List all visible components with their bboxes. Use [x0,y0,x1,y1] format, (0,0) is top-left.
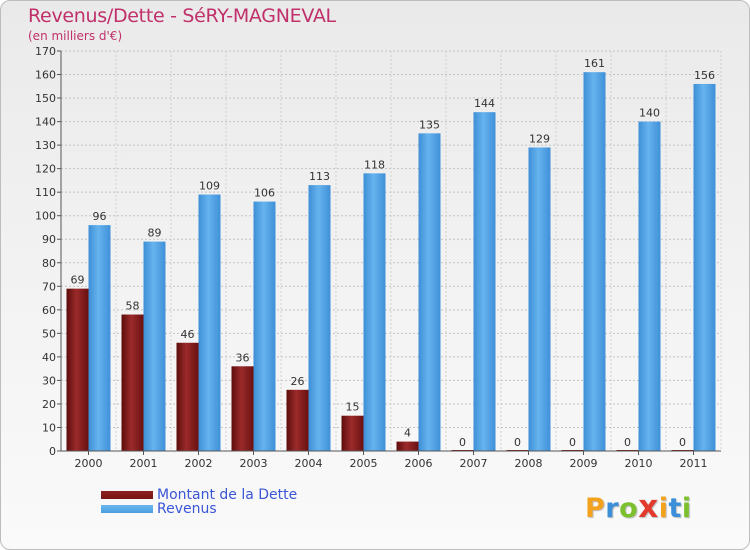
y-tick-label: 70 [42,280,56,293]
bar-revenus-2002 [198,194,221,451]
chart-title: Revenus/Dette - SéRY-MAGNEVAL [28,5,336,27]
y-tick-label: 120 [35,163,56,176]
value-label: 4 [404,427,411,440]
grid-lines [60,50,722,452]
bar-revenus-2000 [88,225,111,451]
value-label: 0 [624,436,631,449]
y-tick-label: 0 [49,445,56,458]
bar-debt-2004 [286,389,309,451]
value-label: 46 [181,328,195,341]
value-label: 135 [419,118,440,131]
legend-swatch-revenus [101,505,153,513]
x-tick-label: 2003 [240,457,268,470]
bar-revenus-2005 [363,173,386,451]
proxiti-logo: Proxiti [585,489,692,525]
y-tick-label: 130 [35,139,56,152]
value-label: 26 [291,375,305,388]
y-tick-label: 20 [42,398,56,411]
value-label: 96 [93,210,107,223]
x-tick-label: 2006 [405,457,433,470]
x-tick-label: 2010 [625,457,653,470]
y-tick-label: 170 [35,45,56,58]
value-label: 0 [514,436,521,449]
bar-debt-2003 [231,366,254,451]
chart-subtitle: (en milliers d'€) [28,29,123,43]
y-tick-label: 30 [42,374,56,387]
value-label: 0 [679,436,686,449]
bar-revenus-2009 [583,72,606,452]
bar-revenus-2011 [693,83,716,452]
bar-revenus-2003 [253,201,276,451]
value-label: 109 [199,180,220,193]
bar-revenus-2007 [473,112,496,452]
y-tick-label: 60 [42,304,56,317]
x-tick-label: 2000 [75,457,103,470]
logo-letter: P [585,493,606,524]
value-label: 0 [569,436,576,449]
value-label: 144 [474,97,495,110]
y-tick-label: 90 [42,233,56,246]
x-tick-label: 2011 [680,457,708,470]
bar-debt-2005 [341,415,364,451]
value-labels: 69 96 58 89 46 109 36 106 26 113 15 118 4 135 0 144 0 129… [71,57,716,449]
logo-letter: r [605,493,620,524]
legend-label-revenus: Revenus [157,501,217,517]
bars [66,72,716,452]
y-tick-label: 160 [35,69,56,82]
logo-letter: i [681,493,692,524]
legend-swatch-debt [101,491,153,499]
x-tick-label: 2004 [295,457,323,470]
x-tick-label: 2005 [350,457,378,470]
value-label: 129 [529,132,550,145]
logo-letter: i [658,493,669,524]
value-label: 106 [254,187,275,200]
value-label: 36 [236,351,250,364]
y-tick-label: 110 [35,186,56,199]
legend-label-debt: Montant de la Dette [157,487,298,503]
bar-debt-2001 [121,314,144,451]
bar-revenus-2004 [308,185,331,451]
axes: 0102030405060708090100110120130140150160… [35,45,721,470]
value-label: 156 [694,69,715,82]
value-label: 69 [71,274,85,287]
value-label: 161 [584,57,605,70]
x-tick-label: 2009 [570,457,598,470]
value-label: 89 [148,227,162,240]
value-label: 0 [459,436,466,449]
logo-letter: t [668,493,682,524]
value-label: 113 [309,170,330,183]
y-tick-label: 50 [42,327,56,340]
bar-debt-2000 [66,288,89,451]
x-tick-label: 2002 [185,457,213,470]
y-tick-label: 140 [35,116,56,129]
bar-revenus-2008 [528,147,551,451]
logo-letter: o [619,493,639,524]
y-tick-label: 10 [42,421,56,434]
bar-debt-2006 [396,441,419,451]
value-label: 118 [364,158,385,171]
bar-revenus-2001 [143,241,166,451]
bar-debt-2002 [176,342,199,451]
value-label: 140 [639,107,660,120]
value-label: 15 [346,401,360,414]
y-tick-label: 150 [35,92,56,105]
logo-letter: x [638,489,659,525]
bar-revenus-2010 [638,121,661,452]
y-tick-label: 80 [42,257,56,270]
x-tick-label: 2001 [130,457,158,470]
x-tick-label: 2008 [515,457,543,470]
x-tick-label: 2007 [460,457,488,470]
y-tick-label: 100 [35,210,56,223]
value-label: 58 [126,300,140,313]
y-tick-label: 40 [42,351,56,364]
bar-revenus-2006 [418,133,441,451]
